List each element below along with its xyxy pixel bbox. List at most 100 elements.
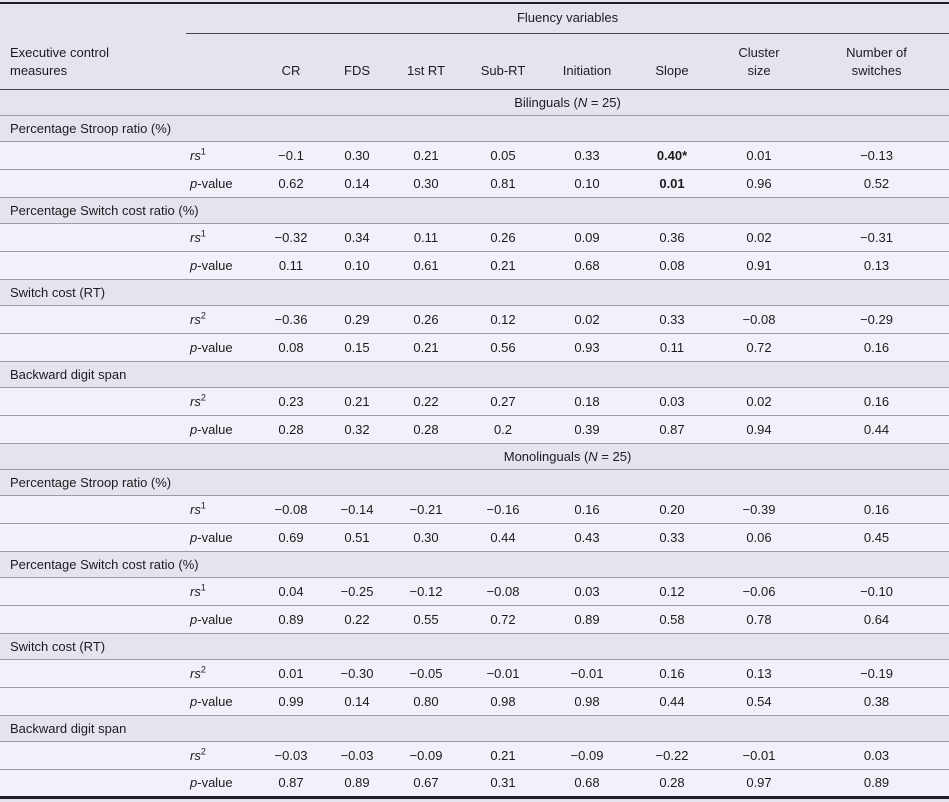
stat-label-rs1: rs1 [186,495,258,524]
measure-spacer [0,577,186,606]
measure-spacer [0,687,186,716]
value-cell: 0.36 [630,223,714,252]
value-cell: −0.1 [258,141,324,170]
measure-spacer [0,141,186,170]
measure-spacer [0,495,186,524]
fluency-variables-header: Fluency variables [186,3,949,34]
measure-spacer [0,387,186,416]
data-row-rs1: rs1 −0.32 0.34 0.11 0.26 0.09 0.36 0.02 −0.31 [0,223,949,252]
value-cell: −0.31 [804,223,949,252]
value-cell: −0.09 [544,741,630,770]
value-cell: 0.30 [390,523,462,552]
column-header-slope: Slope [630,33,714,90]
column-header-cr: CR [258,33,324,90]
data-row-rs1: rs1 −0.08 −0.14 −0.21 −0.16 0.16 0.20 −0.39 0.16 [0,495,949,524]
value-cell: 0.44 [630,687,714,716]
value-cell: 0.44 [804,415,949,444]
section-row-percentage-switch-cost-ratio: Percentage Switch cost ratio (%) [0,551,949,578]
value-cell: 0.22 [324,605,390,634]
section-label: Backward digit span [0,361,949,388]
data-row-rs2: rs2 −0.03 −0.03 −0.09 0.21 −0.09 −0.22 −0.01 0.0… [0,741,949,770]
stat-label-rs2: rs2 [186,659,258,688]
value-cell: 0.78 [714,605,804,634]
group-row-spacer [0,89,186,116]
value-cell: 0.16 [804,495,949,524]
value-cell: 0.27 [462,387,544,416]
stat-label-p-value: p-value [186,333,258,362]
measure-spacer [0,305,186,334]
table-body: Bilinguals (N = 25) Percentage Stroop rat… [0,89,949,797]
value-cell: 0.81 [462,169,544,198]
value-cell: −0.01 [462,659,544,688]
value-cell: 0.43 [544,523,630,552]
value-cell: 0.22 [390,387,462,416]
stat-label-p-value: p-value [186,523,258,552]
value-cell: 0.52 [804,169,949,198]
value-cell: −0.08 [258,495,324,524]
measure-spacer [0,251,186,280]
value-cell: 0.14 [324,687,390,716]
value-cell: 0.89 [544,605,630,634]
value-cell: 0.21 [390,141,462,170]
value-cell: 0.03 [630,387,714,416]
column-headers-row: Executive control measures CR FDS 1st RT Su… [0,33,949,90]
value-cell: 0.39 [544,415,630,444]
data-row-rs1: rs1 −0.1 0.30 0.21 0.05 0.33 0.40* 0.01 −0.13 [0,141,949,170]
measure-spacer [0,769,186,797]
stat-label-rs1: rs1 [186,577,258,606]
value-cell: 0.04 [258,577,324,606]
value-cell: 0.69 [258,523,324,552]
value-cell: 0.11 [630,333,714,362]
section-row-backward-digit-span: Backward digit span [0,715,949,742]
executive-control-measures-header: Executive control measures [0,33,186,90]
value-cell: 0.89 [258,605,324,634]
data-row-p-value: p-value 0.99 0.14 0.80 0.98 0.98 0.44 0.54 0.38 [0,687,949,716]
value-cell: 0.38 [804,687,949,716]
value-cell: 0.21 [462,741,544,770]
value-cell: 0.34 [324,223,390,252]
value-cell: 0.44 [462,523,544,552]
column-header-1st-rt: 1st RT [390,33,462,90]
section-row-switch-cost-rt: Switch cost (RT) [0,279,949,306]
value-cell: −0.30 [324,659,390,688]
stat-label-rs2: rs2 [186,741,258,770]
section-label: Switch cost (RT) [0,279,949,306]
section-label: Percentage Stroop ratio (%) [0,469,949,496]
value-cell: 0.01 [714,141,804,170]
value-cell: 0.02 [544,305,630,334]
value-cell: −0.09 [390,741,462,770]
stat-label-p-value: p-value [186,169,258,198]
stat-label-rs2: rs2 [186,305,258,334]
data-row-rs2: rs2 −0.36 0.29 0.26 0.12 0.02 0.33 −0.08 −0.29 [0,305,949,334]
value-cell: −0.36 [258,305,324,334]
value-cell: 0.2 [462,415,544,444]
value-cell: 0.26 [390,305,462,334]
value-cell: −0.39 [714,495,804,524]
group-row-bilinguals: Bilinguals (N = 25) [0,89,949,116]
fluency-variables-row: Fluency variables [0,3,949,34]
column-header-number-of-switches: Number of switches [804,33,949,90]
value-cell: −0.19 [804,659,949,688]
value-cell: −0.12 [390,577,462,606]
value-cell: −0.22 [630,741,714,770]
measure-spacer [0,659,186,688]
value-cell: 0.91 [714,251,804,280]
value-cell: 0.98 [462,687,544,716]
value-cell: −0.08 [714,305,804,334]
data-row-p-value: p-value 0.62 0.14 0.30 0.81 0.10 0.01 0.96 0.52 [0,169,949,198]
value-cell: 0.23 [258,387,324,416]
value-cell: −0.01 [544,659,630,688]
section-row-percentage-switch-cost-ratio: Percentage Switch cost ratio (%) [0,197,949,224]
value-cell: 0.11 [258,251,324,280]
value-cell: 0.99 [258,687,324,716]
value-cell: 0.33 [544,141,630,170]
table-header: Fluency variables Executive control meas… [0,3,949,90]
section-row-percentage-stroop-ratio: Percentage Stroop ratio (%) [0,115,949,142]
value-cell: −0.01 [714,741,804,770]
measure-spacer [0,415,186,444]
group-row-spacer [0,443,186,470]
data-row-p-value: p-value 0.87 0.89 0.67 0.31 0.68 0.28 0.97 0.89 [0,769,949,797]
value-cell: 0.10 [544,169,630,198]
